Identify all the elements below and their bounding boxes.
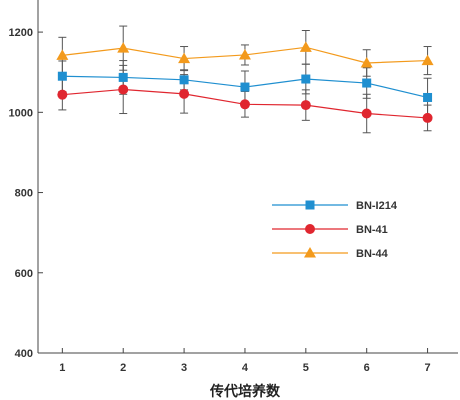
data-point-bn-44 bbox=[299, 41, 312, 52]
legend-marker-bn-i214 bbox=[305, 200, 315, 210]
data-point-bn-41 bbox=[361, 108, 372, 119]
data-point-bn-44 bbox=[421, 54, 434, 66]
data-point-bn-41 bbox=[422, 112, 433, 123]
x-axis-title: 传代培养数 bbox=[209, 383, 281, 400]
x-tick-label: 2 bbox=[120, 362, 126, 374]
data-point-bn-41 bbox=[57, 89, 68, 100]
data-point-bn-44 bbox=[360, 56, 373, 68]
legend: BN-I214 BN-41 BN-44 bbox=[272, 200, 398, 260]
data-point-bn-i214 bbox=[179, 75, 189, 85]
x-tick-label: 3 bbox=[181, 362, 187, 374]
legend-marker-bn-41 bbox=[305, 224, 315, 234]
y-tick-label: 1200 bbox=[9, 27, 33, 39]
error-bars bbox=[58, 25, 432, 134]
data-point-bn-41 bbox=[179, 88, 190, 99]
x-tick-label: 7 bbox=[425, 362, 431, 374]
y-tick-label: 1000 bbox=[9, 107, 33, 119]
data-point-bn-44 bbox=[238, 48, 251, 60]
legend-marker-bn-44 bbox=[304, 247, 316, 258]
data-point-bn-41 bbox=[300, 100, 311, 111]
x-tick-label: 4 bbox=[242, 362, 249, 374]
legend-label-bn-41: BN-41 bbox=[356, 224, 388, 236]
legend-label-bn-i214: BN-I214 bbox=[356, 200, 398, 212]
y-tick-label: 400 bbox=[15, 348, 33, 360]
data-point-bn-i214 bbox=[423, 92, 433, 102]
data-point-bn-44 bbox=[178, 52, 191, 64]
data-point-bn-44 bbox=[56, 49, 69, 60]
data-point-bn-i214 bbox=[57, 71, 67, 81]
y-tick-label: 800 bbox=[15, 188, 33, 200]
data-point-bn-i214 bbox=[301, 74, 311, 84]
data-point-bn-i214 bbox=[240, 82, 250, 92]
legend-label-bn-44: BN-44 bbox=[356, 248, 389, 260]
axes: 400 600 800 1000 1200 1 2 3 4 5 6 7 bbox=[9, 0, 458, 374]
y-tick-label: 600 bbox=[15, 268, 33, 280]
data-point-bn-44 bbox=[117, 42, 130, 53]
x-tick-label: 5 bbox=[303, 362, 309, 374]
data-point-bn-i214 bbox=[362, 78, 372, 88]
series-markers bbox=[56, 41, 434, 123]
x-tick-label: 1 bbox=[59, 362, 65, 374]
data-point-bn-i214 bbox=[118, 72, 128, 82]
data-point-bn-41 bbox=[239, 99, 250, 110]
data-point-bn-41 bbox=[118, 84, 129, 95]
x-tick-label: 6 bbox=[364, 362, 370, 374]
